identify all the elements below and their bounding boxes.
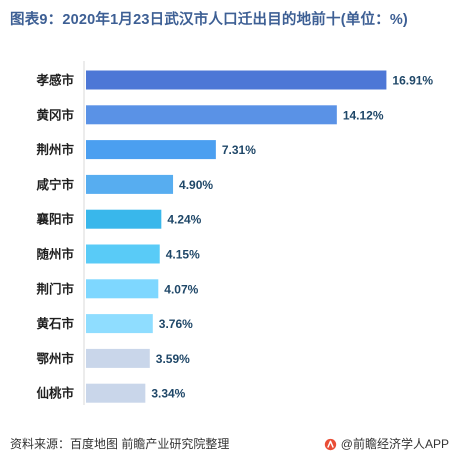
category-label: 荆门市: [36, 281, 74, 296]
bar-chart: 孝感市 16.91% 黄冈市 14.12% 荆州市 7.31% 咸宁市 4.90% 襄阳市 4.2…: [35, 61, 433, 405]
chart-title: 图表9：2020年1月23日武汉市人口迁出目的地前十(单位：%): [10, 12, 408, 28]
bar: [86, 348, 150, 368]
data-label: 3.59%: [156, 352, 190, 366]
data-label: 4.90%: [179, 178, 213, 192]
data-label: 3.76%: [159, 317, 193, 331]
bar: [86, 279, 159, 299]
data-label: 14.12%: [343, 108, 384, 122]
category-label: 咸宁市: [36, 177, 74, 192]
bar: [86, 209, 162, 229]
bar: [86, 244, 160, 264]
data-label: 4.15%: [166, 248, 200, 262]
chart-area: 孝感市 16.91% 黄冈市 14.12% 荆州市 7.31% 咸宁市 4.90% 襄阳市 4.2…: [0, 55, 459, 420]
bar: [86, 314, 153, 334]
category-label: 荆州市: [36, 142, 74, 157]
bar: [86, 70, 387, 90]
brand-badge: @前瞻经济学人APP: [324, 437, 449, 451]
data-label: 3.34%: [151, 387, 185, 401]
bar: [86, 140, 216, 160]
brand-text: @前瞻经济学人APP: [340, 437, 449, 451]
category-label: 孝感市: [35, 73, 74, 88]
data-label: 16.91%: [392, 74, 433, 88]
source-note: 资料来源：百度地图 前瞻产业研究院整理: [10, 437, 230, 451]
data-label: 4.07%: [164, 282, 198, 296]
category-label: 鄂州市: [36, 351, 74, 366]
category-label: 襄阳市: [35, 212, 74, 227]
category-label: 仙桃市: [36, 386, 74, 401]
brand-logo-icon: [324, 438, 336, 450]
data-label: 7.31%: [222, 143, 256, 157]
category-label: 黄石市: [36, 316, 74, 331]
bar: [86, 383, 146, 403]
data-label: 4.24%: [167, 213, 201, 227]
bar: [86, 105, 337, 125]
bar: [86, 174, 174, 194]
category-label: 黄冈市: [36, 107, 74, 122]
category-label: 随州市: [36, 247, 74, 262]
